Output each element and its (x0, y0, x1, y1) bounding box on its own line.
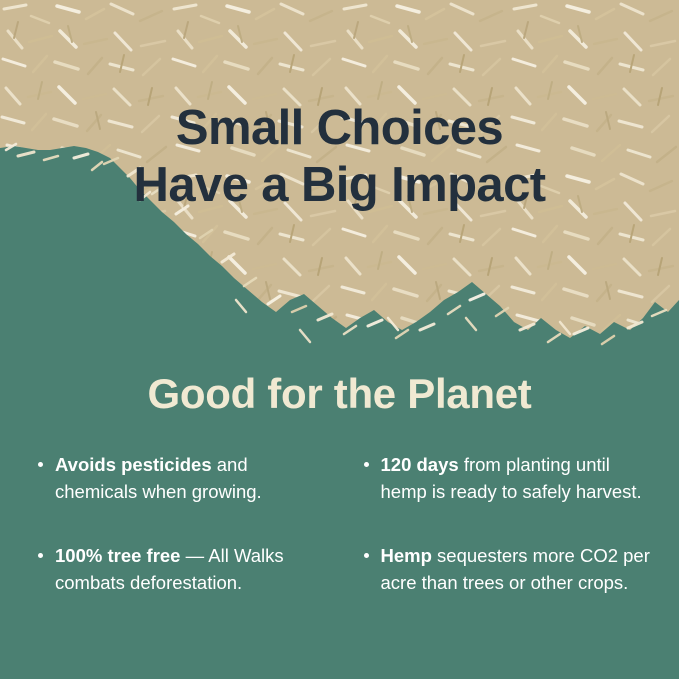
list-item-lead: 100% tree free (55, 545, 181, 566)
list-item-rest: — All Walks combats deforestation. (55, 545, 284, 593)
list-item-rest: sequesters more CO2 per acre than trees … (380, 545, 650, 593)
list-item-lead: 120 days (380, 454, 459, 475)
list-item-lead: Avoids pesticides (55, 454, 212, 475)
headline-line-2: Have a Big Impact (133, 158, 547, 212)
scattered-fibers (4, 142, 668, 346)
list-item-rest: from planting until hemp is ready to saf… (380, 454, 642, 502)
list-item: Hemp sequesters more CO2 per acre than t… (362, 543, 662, 596)
benefits-column-left: Avoids pesticides and chemicals when gro… (0, 452, 340, 662)
benefits-column-right: 120 days from planting until hemp is rea… (340, 452, 679, 662)
bullet-dot-icon (38, 553, 43, 558)
hemp-texture-band (0, 0, 679, 346)
bullet-dot-icon (38, 462, 43, 467)
list-item-lead: Hemp (380, 545, 432, 566)
bullet-dot-icon (363, 553, 369, 558)
list-item: 120 days from planting until hemp is rea… (362, 452, 662, 505)
list-item: Avoids pesticides and chemicals when gro… (36, 452, 322, 505)
list-item: 100% tree free — All Walks combats defor… (36, 543, 322, 596)
section-title: Good for the Planet (147, 370, 532, 417)
page-headline: Small Choices Have a Big Impact (0, 100, 679, 214)
hemp-texture-svg (0, 0, 679, 346)
benefits-list: Avoids pesticides and chemicals when gro… (0, 452, 679, 662)
headline-line-1: Small Choices (175, 101, 504, 155)
bullet-dot-icon (363, 462, 369, 467)
list-item-rest: and chemicals when growing. (55, 454, 262, 502)
